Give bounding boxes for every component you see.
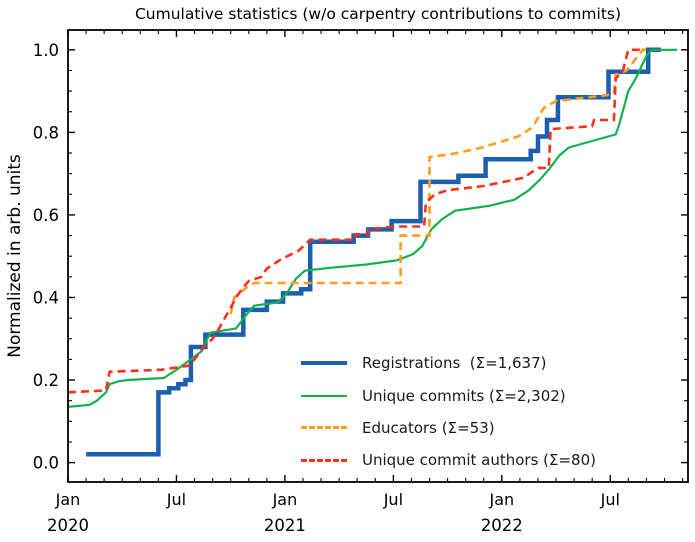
legend-swatch-line — [301, 426, 347, 430]
chart-title: Cumulative statistics (w/o carpentry con… — [134, 5, 622, 23]
y-tick-label: 0.6 — [33, 206, 59, 225]
x-tick-label: Jul — [383, 490, 403, 509]
legend: Registrations (Σ=1,637) Unique commits (… — [301, 347, 596, 477]
x-tick-year-label: 2021 — [264, 516, 306, 535]
y-tick-label: 0.2 — [33, 371, 59, 390]
legend-swatch-line — [301, 458, 347, 462]
legend-swatch-line — [301, 394, 347, 397]
plot-frame — [67, 29, 689, 483]
y-tick-label: 0.8 — [33, 123, 59, 142]
x-tick-label: Jul — [166, 490, 186, 509]
legend-item-unique-commit-authors: Unique commit authors (Σ=80) — [301, 444, 596, 476]
legend-swatch-line — [301, 361, 347, 366]
legend-label: Registrations (Σ=1,637) — [362, 354, 547, 373]
y-axis: 0.0 0.2 0.4 0.6 0.8 1.0 — [33, 41, 688, 473]
legend-item-educators: Educators (Σ=53) — [301, 412, 596, 444]
y-tick-label: 1.0 — [33, 41, 59, 60]
x-tick-label: Jul — [600, 490, 620, 509]
series-line-educators — [229, 48, 650, 315]
x-tick-label: Jan — [272, 490, 298, 509]
y-tick-label: 0.4 — [33, 288, 59, 307]
series-line-unique-commit-authors — [67, 48, 641, 394]
x-tick-year-label: 2020 — [47, 516, 89, 535]
series-line-unique-commits — [67, 48, 678, 408]
x-tick-year-label: 2022 — [481, 516, 523, 535]
y-tick-label: 0.0 — [33, 454, 59, 473]
x-tick-label: Jan — [55, 490, 81, 509]
legend-item-registrations: Registrations (Σ=1,637) — [301, 347, 596, 379]
legend-label: Educators (Σ=53) — [362, 418, 495, 437]
legend-label: Unique commits (Σ=2,302) — [362, 386, 566, 405]
x-tick-label: Jan — [488, 490, 514, 509]
legend-item-unique-commits: Unique commits (Σ=2,302) — [301, 379, 596, 411]
legend-label: Unique commit authors (Σ=80) — [362, 451, 596, 470]
series-line-registrations — [86, 47, 661, 457]
